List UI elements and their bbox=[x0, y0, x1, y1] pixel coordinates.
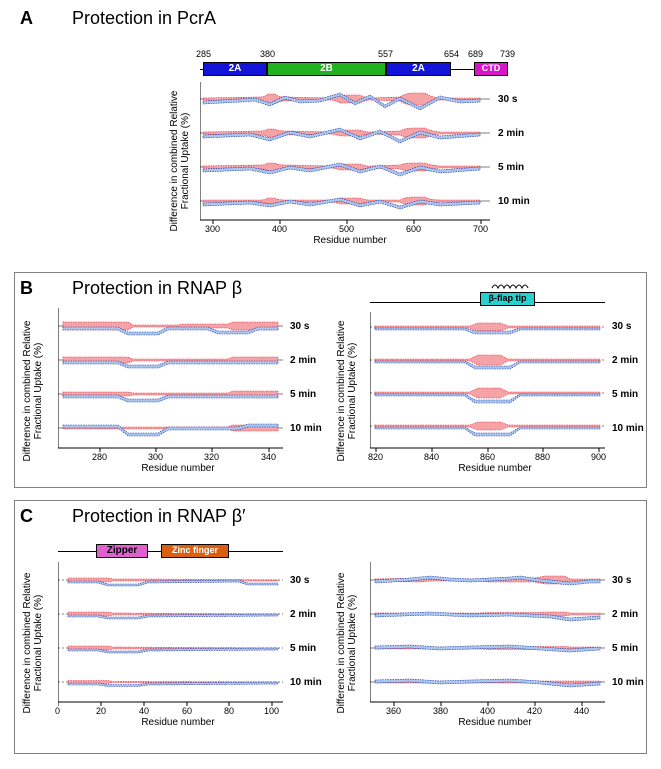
panel-a-chart: 300 400 500 600 700 Residue number bbox=[200, 82, 510, 242]
beta-flap-tip-label: β-flap tip bbox=[480, 294, 535, 303]
panel-b-label: B bbox=[20, 278, 33, 299]
domain-zinc-finger-label: Zinc finger bbox=[161, 546, 229, 555]
domain-ctd-label: CTD bbox=[474, 64, 508, 73]
panel-a-y-label: Difference in combined Relative Fraction… bbox=[169, 86, 191, 236]
domain-2b-label: 2B bbox=[267, 64, 386, 74]
panel-a-label: A bbox=[20, 8, 33, 29]
panel-b-right-y: Difference in combined Relative Fraction… bbox=[336, 316, 358, 466]
panel-a-x-label: Residue number bbox=[300, 235, 400, 246]
panel-c-left-y: Difference in combined Relative Fraction… bbox=[22, 568, 44, 718]
domain-2a-2-label: 2A bbox=[386, 64, 451, 74]
panel-b-right-chart: 820 840 860 880 900 Residue number bbox=[370, 312, 620, 468]
panel-c-right-chart: 360 380 400 420 440 Residue number bbox=[370, 562, 620, 722]
domain-num-689: 689 bbox=[468, 50, 483, 59]
panel-b-left-y: Difference in combined Relative Fraction… bbox=[22, 316, 44, 466]
panel-b-left-chart: 280 300 320 340 Residue number bbox=[58, 308, 298, 468]
panel-c-left-chart: 0 20 40 60 80 100 Residue number bbox=[58, 562, 298, 722]
domain-num-380: 380 bbox=[260, 50, 275, 59]
panel-b-title: Protection in RNAP β bbox=[72, 278, 242, 299]
domain-zipper-label: Zipper bbox=[96, 546, 148, 556]
panel-c-label: C bbox=[20, 506, 33, 527]
domain-num-557: 557 bbox=[378, 50, 393, 59]
domain-num-739: 739 bbox=[500, 50, 515, 59]
domain-num-654: 654 bbox=[444, 50, 459, 59]
domain-2a-1-label: 2A bbox=[203, 64, 267, 74]
domain-num-285: 285 bbox=[196, 50, 211, 59]
panel-a-title: Protection in PcrA bbox=[72, 8, 216, 29]
panel-c-right-y: Difference in combined Relative Fraction… bbox=[336, 568, 358, 718]
panel-c-title: Protection in RNAP β′ bbox=[72, 506, 245, 527]
